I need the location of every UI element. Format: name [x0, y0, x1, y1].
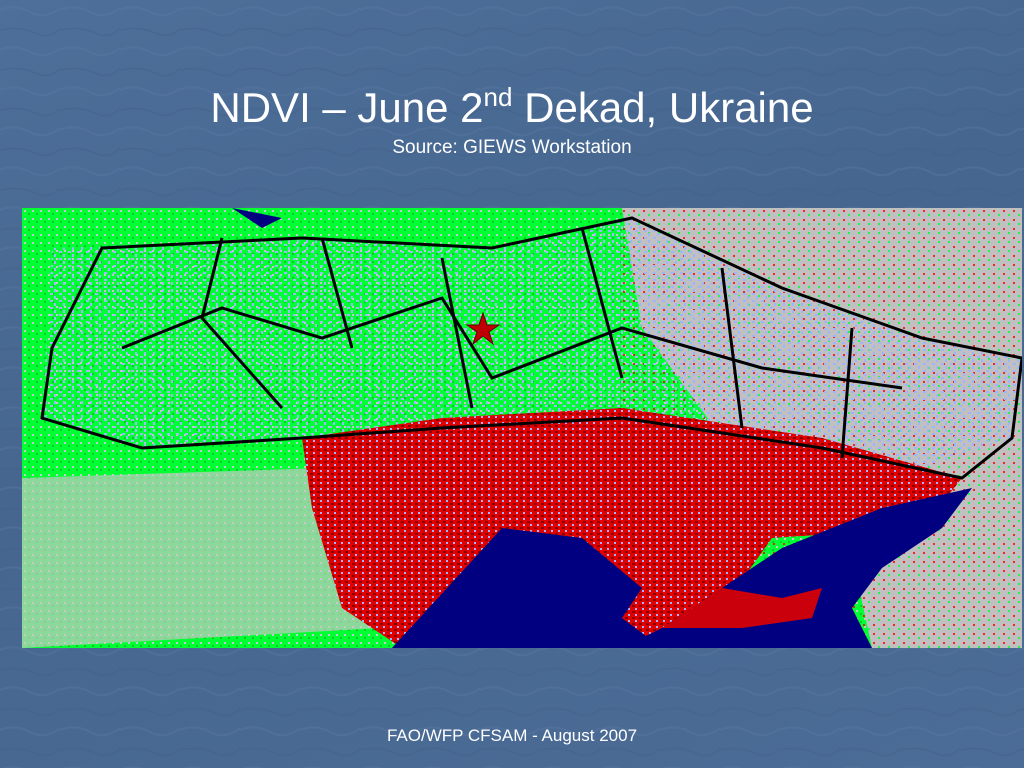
title-superscript: nd — [483, 82, 513, 112]
title-text: NDVI – June 2 — [210, 84, 484, 131]
capital-marker — [465, 311, 501, 346]
slide-title: NDVI – June 2nd Dekad, Ukraine — [0, 82, 1024, 132]
title-text: Dekad, Ukraine — [512, 84, 814, 131]
slide-footer: FAO/WFP CFSAM - August 2007 — [386, 726, 638, 745]
slide-subtitle: Source: GIEWS Workstation — [392, 137, 632, 158]
ndvi-map — [22, 208, 1022, 648]
